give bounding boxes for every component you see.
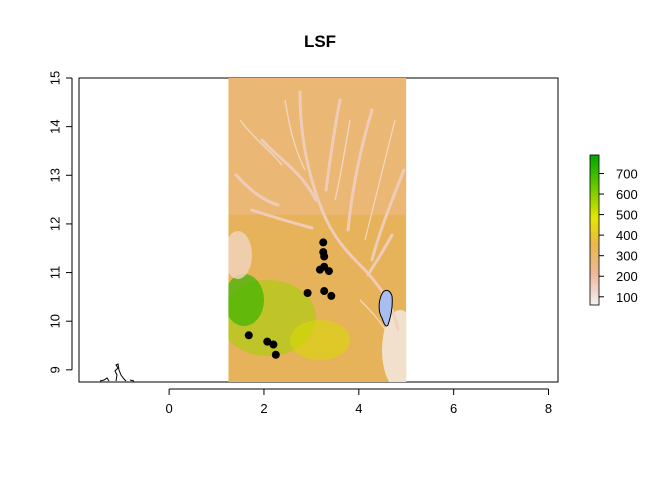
pale-southeast [382,310,407,382]
minor-streams [239,99,396,341]
y-axis: 9 10 11 12 13 14 15 [47,71,73,373]
y-tick-label: 13 [47,168,62,182]
y-tick-label: 12 [47,217,62,231]
x-tick-label: 8 [545,401,552,416]
y-tick-label: 11 [47,266,62,280]
legend-tick-label: 700 [616,166,638,181]
x-tick-label: 2 [260,401,267,416]
legend-tick-label: 500 [616,208,638,223]
sample-point [320,252,329,261]
drainage-network [234,90,406,332]
x-tick-label: 0 [165,401,172,416]
sample-point [271,350,280,359]
legend-tick-label: 100 [616,290,638,305]
yellow-region [290,320,350,360]
legend-tick-label: 200 [616,269,638,284]
x-axis: 0 2 4 6 8 [165,388,552,416]
point-layer [244,238,336,359]
x-tick-label: 6 [450,401,457,416]
coastline [99,363,135,382]
sample-point [263,337,272,346]
legend-tick-label: 600 [616,187,638,202]
sample-point [315,265,324,274]
y-tick-label: 9 [47,366,62,373]
legend-tick-label: 400 [616,228,638,243]
sample-point [320,287,329,296]
legend-color-bar [589,154,600,306]
sample-point [327,291,336,300]
y-tick-label: 15 [47,71,62,85]
lake [378,289,393,327]
sample-point [269,340,278,349]
green-region-west [228,274,264,326]
sample-point [324,267,333,276]
pale-west [228,231,252,279]
sample-point [303,288,312,297]
y-tick-label: 14 [47,119,62,133]
x-tick-label: 4 [355,401,362,416]
elevation-raster [228,78,407,382]
color-legend: 100 200 300 400 500 600 700 [589,154,638,306]
legend-tick-label: 300 [616,249,638,264]
sample-point [319,238,328,247]
sample-point [244,331,253,340]
chart-title: LSF [304,32,336,51]
y-tick-label: 10 [47,314,62,328]
